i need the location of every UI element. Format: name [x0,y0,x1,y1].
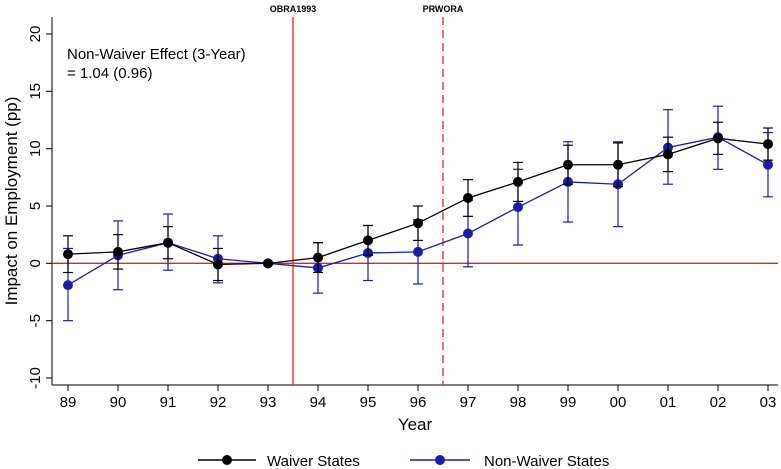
y-tick-label: 0 [27,259,44,267]
y-tick-label: -5 [27,314,44,327]
data-point-waiver-states [113,246,123,257]
vline-label-prwora: PRWORA [423,4,464,14]
legend-item-non-waiver-states: Non-Waiver States [410,453,609,469]
data-point-waiver-states [163,237,173,248]
data-point-waiver-states [313,252,323,263]
x-tick-label: 99 [560,394,577,411]
data-point-waiver-states [213,259,223,270]
y-tick-label: 15 [27,83,44,100]
x-tick-label: 02 [710,394,727,411]
x-tick-label: 97 [460,394,477,411]
data-point-waiver-states [763,139,773,150]
series-waiver-states [63,121,773,282]
x-tick-label: 95 [360,394,377,411]
x-tick-label: 98 [510,394,527,411]
x-tick-label: 91 [160,394,177,411]
x-tick-label: 93 [260,394,277,411]
legend: Waiver States Non-Waiver States [198,453,609,469]
x-ticks: 89 90 91 92 93 94 95 96 97 98 99 00 01 02 03 [60,385,777,411]
legend-marker-non-waiver-states [435,455,445,465]
data-point-waiver-states [463,192,473,203]
data-point-non-waiver-states [763,159,773,170]
data-point-non-waiver-states [463,228,473,239]
x-tick-label: 00 [610,394,627,411]
data-point-waiver-states [263,258,273,269]
y-axis-title: Impact on Employment (pp) [2,97,21,306]
data-point-waiver-states [663,149,673,160]
y-tick-label: 20 [27,26,44,43]
data-point-non-waiver-states [63,280,73,291]
x-tick-label: 96 [410,394,427,411]
legend-label-waiver-states: Waiver States [267,453,360,469]
data-point-non-waiver-states [413,246,423,257]
legend-item-waiver-states: Waiver States [198,453,360,469]
x-tick-label: 94 [310,394,327,411]
vline-label-obra1993: OBRA1993 [270,4,317,14]
legend-marker-waiver-states [222,455,232,465]
y-tick-label: 5 [27,202,44,210]
data-point-non-waiver-states [513,202,523,213]
data-point-waiver-states [513,176,523,187]
series-layer [63,105,773,322]
data-point-waiver-states [563,159,573,170]
legend-label-non-waiver-states: Non-Waiver States [484,453,609,469]
y-tick-label: 10 [27,140,44,157]
data-point-waiver-states [413,218,423,229]
data-point-waiver-states [63,249,73,260]
reference-lines: OBRA1993 PRWORA [52,4,778,385]
annotation-line-2: = 1.04 (0.96) [67,65,152,82]
y-tick-label: -10 [27,367,44,389]
data-point-waiver-states [613,159,623,170]
x-tick-label: 03 [760,394,777,411]
y-ticks: -10 -5 0 5 10 15 20 [27,26,52,389]
data-point-waiver-states [363,235,373,246]
data-point-waiver-states [713,133,723,144]
x-tick-label: 89 [60,394,77,411]
x-axis-title: Year [398,415,433,434]
x-tick-label: 01 [660,394,677,411]
axes [51,17,778,386]
x-tick-label: 92 [210,394,227,411]
x-tick-label: 90 [110,394,127,411]
annotation-line-1: Non-Waiver Effect (3-Year) [67,46,246,63]
